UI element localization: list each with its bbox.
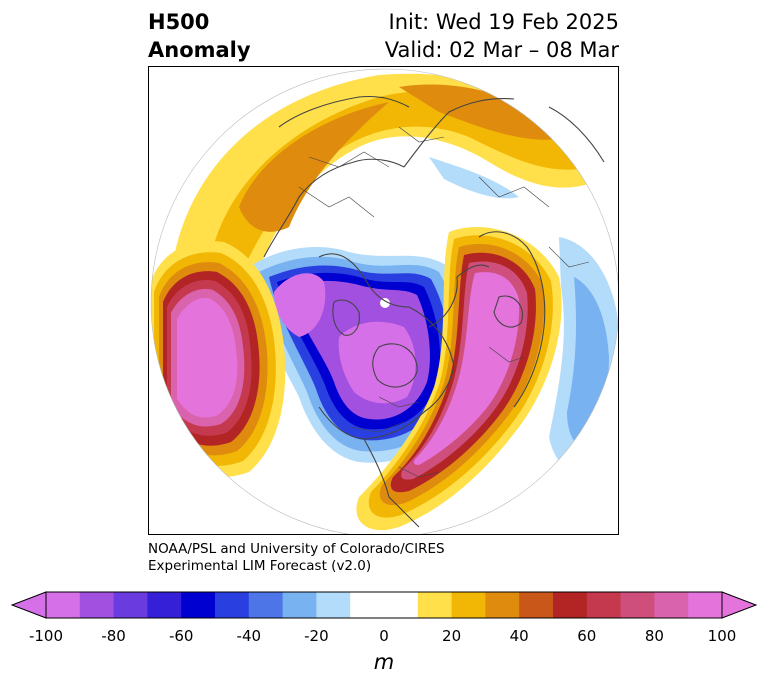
colorbar-tick-label: -100 (28, 627, 64, 645)
colorbar-unit-label: m (373, 650, 395, 674)
colorbar-segment (350, 592, 385, 618)
colorbar-segment (384, 592, 419, 618)
colorbar-segment (181, 592, 216, 618)
colorbar-segment (147, 592, 182, 618)
colorbar-segment (248, 592, 284, 618)
colorbar-segment (654, 592, 689, 618)
title-right: Init: Wed 19 Feb 2025 Valid: 02 Mar – 08… (385, 8, 619, 64)
title-field: Anomaly (148, 38, 251, 62)
colorbar-under-arrow (10, 591, 47, 619)
credit-line-2: Experimental LIM Forecast (v2.0) (148, 558, 372, 574)
colorbar-segment (485, 592, 520, 618)
colorbar-tick-label: 0 (379, 627, 389, 645)
colorbar (10, 591, 758, 619)
country-borders (298, 126, 590, 478)
colorbar-frame (45, 591, 723, 619)
colorbar-tick-label: -60 (168, 627, 194, 645)
colorbar-segment (553, 592, 588, 618)
colorbar-segment (417, 592, 453, 618)
init-date: Init: Wed 19 Feb 2025 (388, 10, 619, 34)
colorbar-tick-label: -20 (304, 627, 329, 645)
colorbar-over-arrow (721, 591, 758, 619)
credit-block: NOAA/PSL and University of Colorado/CIRE… (148, 541, 445, 575)
hemisphere-outline (150, 68, 618, 534)
colorbar-tick-label: -80 (101, 627, 126, 645)
anomaly-map (150, 68, 618, 534)
coastlines (263, 95, 605, 528)
colorbar-segment (113, 592, 148, 618)
title-left: H500 Anomaly (148, 8, 251, 64)
title-variable: H500 (148, 10, 210, 34)
colorbar-segment (451, 592, 486, 618)
credit-line-1: NOAA/PSL and University of Colorado/CIRE… (148, 541, 445, 557)
colorbar-segment (688, 592, 723, 618)
colorbar-tick-label: -40 (236, 627, 262, 645)
colorbar-segment (46, 592, 81, 618)
colorbar-segment (316, 592, 351, 618)
colorbar-segment (586, 592, 622, 618)
colorbar-segment (620, 592, 655, 618)
colorbar-tick-label: 20 (442, 627, 462, 645)
colorbar-tick-label: 100 (707, 627, 737, 645)
colorbar-segments (46, 592, 723, 618)
colorbar-segment (282, 592, 317, 618)
positive-anomaly-eurasia-core (239, 102, 389, 232)
colorbar-segment (79, 592, 115, 618)
colorbar-segment (519, 592, 554, 618)
map-panel (148, 66, 619, 535)
colorbar-segment (215, 592, 250, 618)
valid-range: Valid: 02 Mar – 08 Mar (384, 38, 619, 62)
colorbar-tick-label: 40 (509, 627, 529, 645)
anomaly-field (151, 73, 618, 531)
colorbar-tick-label: 60 (577, 627, 597, 645)
colorbar-tick-label: 80 (644, 627, 664, 645)
